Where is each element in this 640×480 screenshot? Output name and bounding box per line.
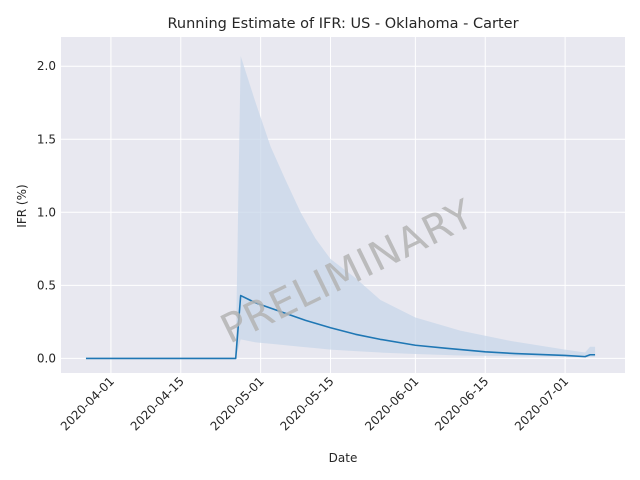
chart-title: Running Estimate of IFR: US - Oklahoma -… <box>167 16 518 32</box>
y-axis-label: IFR (%) <box>15 184 29 227</box>
y-tick-label: 1.5 <box>37 132 56 146</box>
y-tick-label: 0.5 <box>37 278 56 292</box>
y-axis-ticks: 0.0 0.5 1.0 1.5 2.0 <box>37 59 56 365</box>
confidence-band <box>235 55 596 359</box>
y-tick-label: 0.0 <box>37 351 56 365</box>
series-line-ifr <box>85 294 596 360</box>
y-tick-label: 1.0 <box>37 205 56 219</box>
x-axis-label: Date <box>329 451 358 465</box>
y-tick-label: 2.0 <box>37 59 56 73</box>
